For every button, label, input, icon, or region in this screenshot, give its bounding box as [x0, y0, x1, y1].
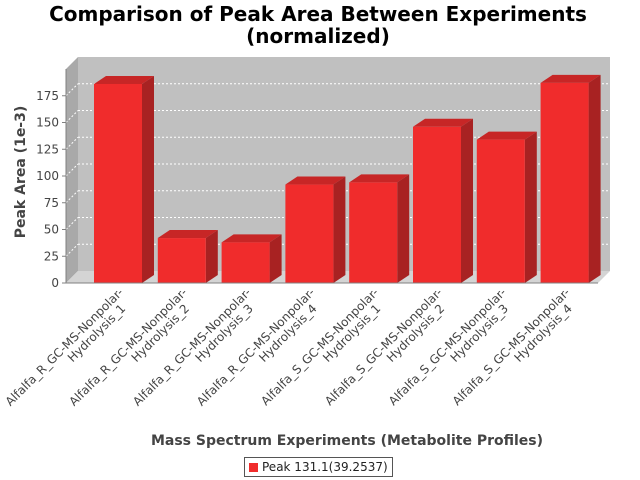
x-category-labels: Alfalfa_R_GC-MS-Nonpolar-Hydrolysis_1Alf…: [3, 285, 575, 409]
bar-side: [333, 176, 346, 283]
bar: [221, 234, 282, 283]
bar-front: [413, 126, 461, 283]
bar-side: [269, 234, 282, 283]
bar-front: [221, 242, 270, 283]
chart-subtitle: (normalized): [246, 24, 390, 48]
y-axis-label: Peak Area (1e-3): [13, 106, 29, 239]
axes: [62, 69, 598, 284]
gridline: [65, 136, 79, 150]
gridline: [65, 243, 79, 257]
bar-top: [540, 74, 601, 83]
gridline: [65, 83, 79, 97]
y-tick-labels: 0 25 50 75 100 125 150 175: [36, 89, 59, 290]
legend-swatch: [249, 462, 258, 472]
gridlines: [65, 83, 610, 257]
bar-side: [205, 230, 218, 283]
bar: [413, 118, 473, 283]
legend: Peak 131.1(39.2537): [244, 457, 393, 477]
bar-front: [157, 238, 206, 283]
gridline: [65, 163, 79, 177]
x-axis-label: Mass Spectrum Experiments (Metabolite Pr…: [151, 433, 543, 449]
bar: [157, 230, 218, 283]
bar-side: [461, 118, 473, 283]
chart-title: Comparison of Peak Area Between Experime…: [49, 2, 587, 26]
gridline: [65, 217, 79, 230]
gridline: [65, 110, 79, 123]
bar-side: [397, 174, 410, 283]
bar: [285, 176, 346, 283]
y-tick-label: 150: [36, 116, 59, 130]
legend-label: Peak 131.1(39.2537): [262, 460, 388, 474]
bar: [349, 174, 410, 283]
bar-side: [524, 131, 537, 283]
bar-side: [142, 75, 154, 283]
bar-top: [221, 234, 282, 243]
bar-front: [94, 83, 142, 283]
y-tick-label: 75: [44, 196, 59, 210]
gridline: [65, 190, 79, 204]
bar-top: [157, 230, 218, 239]
x-category-label-line: Alfalfa_R_GC-MS-Nonpolar-: [3, 285, 127, 409]
bars-group: [94, 74, 601, 283]
y-tick-label: 100: [36, 169, 59, 183]
y-tick-label: 175: [36, 89, 59, 103]
bar-top: [349, 174, 410, 183]
bar-front: [476, 139, 525, 283]
bar: [94, 75, 154, 283]
y-tick-label: 25: [44, 249, 59, 263]
bar-front: [349, 182, 398, 283]
bar-side: [588, 74, 601, 283]
bar-top: [285, 176, 346, 185]
bar-front: [540, 82, 589, 283]
bar-top: [476, 131, 537, 140]
bar-front: [285, 184, 334, 283]
bar-top: [413, 118, 473, 127]
y-tick-label: 50: [44, 223, 59, 237]
y-tick-label: 0: [51, 276, 59, 290]
y-tick-label: 125: [36, 142, 59, 156]
bar-top: [94, 75, 154, 84]
bar: [540, 74, 601, 283]
bar: [476, 131, 537, 283]
